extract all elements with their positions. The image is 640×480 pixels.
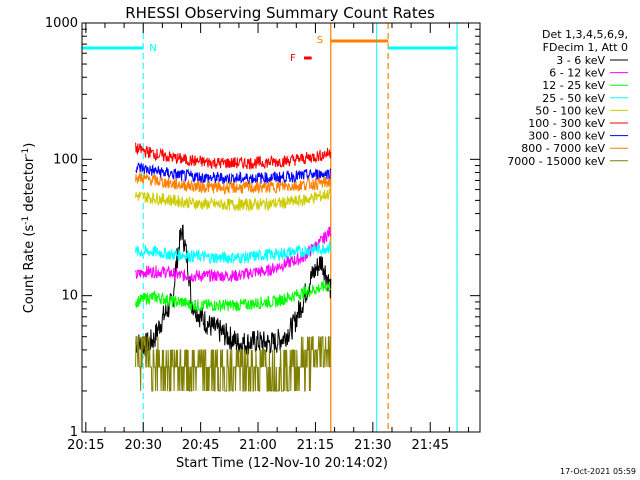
- y-axis-label-part-1: -1: [21, 216, 31, 225]
- series-line-6: [135, 162, 332, 186]
- legend-header-line: FDecim 1, Att 0: [543, 41, 628, 54]
- legend-item-label: 800 - 7000 keV: [521, 142, 605, 155]
- series-line-3: [135, 240, 332, 264]
- legend-item-label: 25 - 50 keV: [542, 92, 605, 105]
- legend-item-label: 3 - 6 keV: [556, 54, 605, 67]
- y-tick-label: 1000: [45, 16, 78, 31]
- legend-item-label: 7000 - 15000 keV: [507, 155, 605, 168]
- x-axis-label: Start Time (12-Nov-10 20:14:02): [176, 456, 388, 471]
- night-label: N: [149, 43, 156, 54]
- legend-item-label: 6 - 12 keV: [549, 67, 605, 80]
- x-tick-label: 20:15: [67, 438, 104, 453]
- legend-header-line: Det 1,3,4,5,6,9,: [542, 28, 628, 41]
- y-axis-label-part-2: detector: [22, 156, 37, 216]
- observing-markers: [82, 23, 458, 432]
- series-line-5: [135, 142, 332, 171]
- saa-label: S: [317, 35, 323, 46]
- legend-item-label: 100 - 300 keV: [528, 117, 605, 130]
- x-tick-label: 20:45: [182, 438, 219, 453]
- series-line-2: [135, 280, 332, 312]
- x-tick-label: 20:30: [124, 438, 161, 453]
- series-line-8: [135, 336, 331, 392]
- series-line-4: [135, 188, 332, 213]
- x-tick-label: 21:30: [354, 438, 391, 453]
- y-axis-label-part-4: ): [22, 143, 37, 148]
- series-line-7: [135, 172, 332, 196]
- plot-frame: [81, 22, 481, 433]
- x-tick-label: 21:00: [239, 438, 276, 453]
- y-axis-label-part-3: -1: [21, 148, 31, 157]
- legend-item-label: 12 - 25 keV: [542, 79, 605, 92]
- y-tick-label: 1: [70, 425, 78, 440]
- y-axis-label: Count Rate (s-1 detector-1): [21, 143, 37, 314]
- flare-label: F: [290, 53, 296, 64]
- axes: 1 10 100 1000 20:15 20:30 20:45 21:00 21:15 21:30…: [45, 16, 481, 453]
- series-group: [135, 142, 332, 392]
- footer-timestamp: 17-Oct-2021 05:59: [560, 467, 636, 476]
- legend-item-label: 50 - 100 keV: [535, 104, 605, 117]
- y-axis-label-part-0: Count Rate (s: [22, 225, 37, 314]
- chart-title: RHESSI Observing Summary Count Rates: [125, 4, 435, 22]
- legend: Det 1,3,4,5,6,9,FDecim 1, Att 03 - 6 keV…: [507, 28, 628, 168]
- legend-item-label: 300 - 800 keV: [528, 130, 605, 143]
- y-tick-label: 10: [61, 289, 78, 304]
- y-tick-label: 100: [53, 152, 78, 167]
- x-tick-label: 21:45: [412, 438, 449, 453]
- series-line-1: [135, 226, 332, 283]
- x-tick-label: 21:15: [297, 438, 334, 453]
